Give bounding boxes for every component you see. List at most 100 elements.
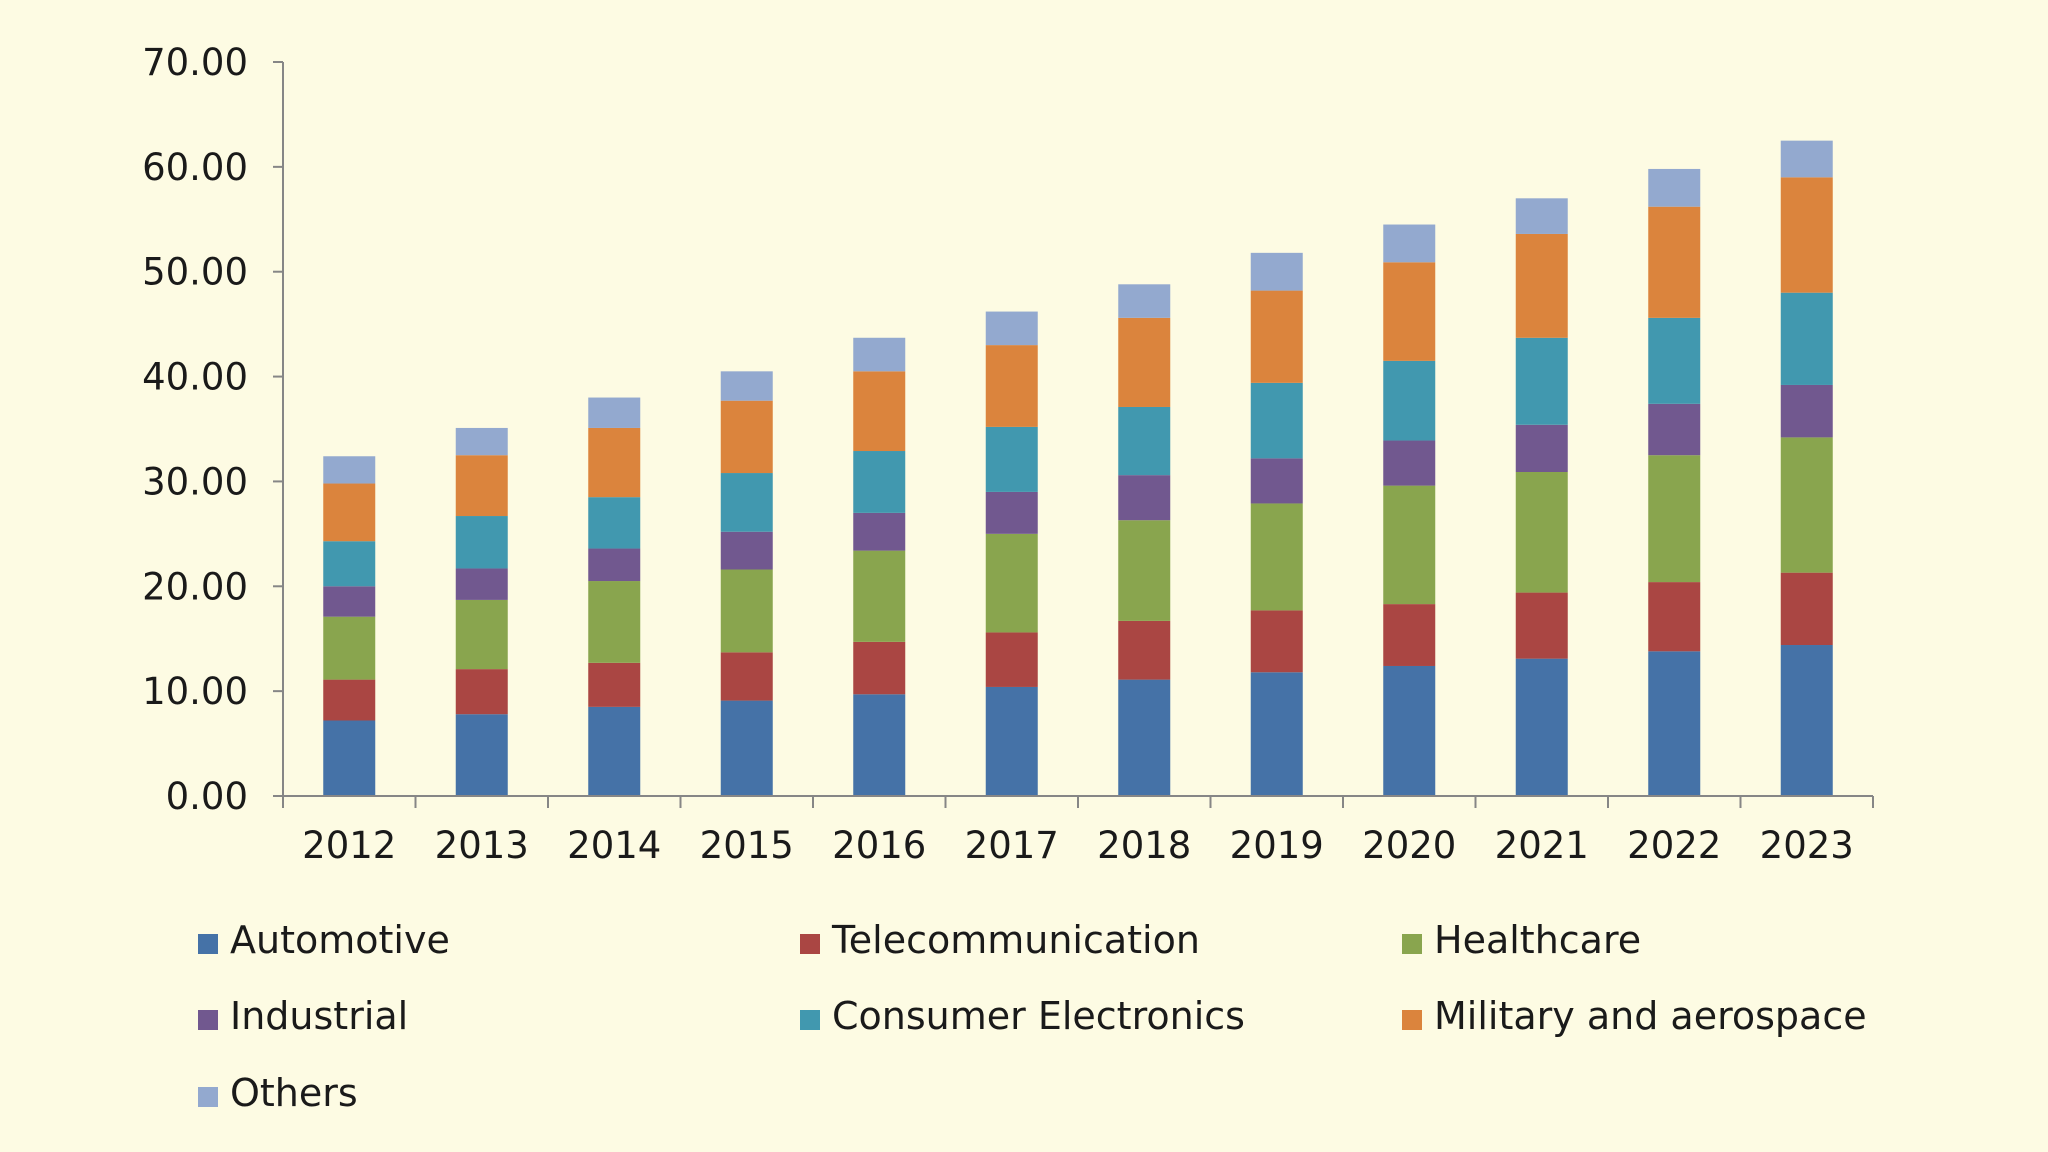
bar-2013-telecommunication [455, 669, 508, 715]
legend-swatch-industrial [198, 1010, 218, 1030]
x-tick-label: 2017 [965, 824, 1059, 867]
legend-label-telecommunication: Telecommunication [831, 918, 1200, 962]
bar-2012-military-and-aerospace [323, 483, 376, 542]
bar-2015-industrial [720, 531, 773, 570]
bar-2022-automotive [1648, 651, 1701, 796]
x-tick-label: 2013 [435, 824, 529, 867]
bar-2017-industrial [985, 491, 1038, 534]
y-tick-label: 40.00 [142, 356, 248, 399]
legend-swatch-others [198, 1087, 218, 1107]
legend-label-military-and-aerospace: Military and aerospace [1434, 994, 1867, 1038]
bar-2016-automotive [853, 694, 906, 796]
x-tick-label: 2021 [1495, 824, 1589, 867]
bar-2012-telecommunication [323, 679, 376, 721]
bar-2015-telecommunication [720, 652, 773, 701]
bar-2020-military-and-aerospace [1383, 262, 1436, 361]
legend-swatch-consumer-electronics [800, 1010, 820, 1030]
bar-2020-consumer-electronics [1383, 360, 1436, 441]
bar-2018-consumer-electronics [1118, 406, 1171, 476]
bar-2012-automotive [323, 720, 376, 796]
bar-2021-healthcare [1515, 471, 1568, 593]
bar-2023-telecommunication [1780, 572, 1833, 645]
bar-2016-healthcare [853, 550, 906, 642]
bar-2020-automotive [1383, 665, 1436, 796]
x-tick-label: 2022 [1627, 824, 1721, 867]
bar-2021-military-and-aerospace [1515, 233, 1568, 338]
bar-2017-telecommunication [985, 632, 1038, 687]
bar-2012-consumer-electronics [323, 541, 376, 587]
bar-2020-others [1383, 224, 1436, 263]
bar-2019-others [1250, 252, 1303, 291]
x-tick-label: 2020 [1362, 824, 1456, 867]
bar-2021-automotive [1515, 658, 1568, 796]
bar-2014-consumer-electronics [588, 497, 641, 549]
bar-2017-healthcare [985, 533, 1038, 633]
bar-2020-industrial [1383, 440, 1436, 486]
bar-2023-military-and-aerospace [1780, 177, 1833, 293]
bar-2015-others [720, 371, 773, 401]
bar-2015-consumer-electronics [720, 473, 773, 532]
bar-2019-military-and-aerospace [1250, 290, 1303, 383]
bar-2019-automotive [1250, 672, 1303, 796]
bar-2017-military-and-aerospace [985, 345, 1038, 427]
bar-2018-military-and-aerospace [1118, 317, 1171, 407]
y-tick-label: 20.00 [142, 565, 248, 608]
bar-2018-automotive [1118, 679, 1171, 796]
bar-2016-military-and-aerospace [853, 371, 906, 452]
bar-2013-consumer-electronics [455, 516, 508, 569]
bar-2015-healthcare [720, 569, 773, 653]
x-tick-label: 2019 [1230, 824, 1324, 867]
x-tick-label: 2018 [1097, 824, 1191, 867]
bar-2022-industrial [1648, 403, 1701, 456]
bar-2023-others [1780, 140, 1833, 178]
bar-2017-others [985, 311, 1038, 346]
bar-2022-telecommunication [1648, 582, 1701, 652]
bar-2020-healthcare [1383, 485, 1436, 605]
bar-2012-others [323, 456, 376, 484]
legend-label-consumer-electronics: Consumer Electronics [832, 994, 1245, 1038]
x-tick-label: 2016 [832, 824, 926, 867]
y-tick-label: 50.00 [142, 251, 248, 294]
bar-2016-consumer-electronics [853, 451, 906, 513]
bar-2019-industrial [1250, 458, 1303, 504]
bar-2020-telecommunication [1383, 604, 1436, 666]
bar-2018-others [1118, 284, 1171, 318]
bar-2023-industrial [1780, 384, 1833, 438]
bar-2021-telecommunication [1515, 592, 1568, 659]
bar-2013-healthcare [455, 599, 508, 670]
bar-2014-telecommunication [588, 662, 641, 707]
legend-swatch-healthcare [1402, 934, 1422, 954]
bar-2014-others [588, 397, 641, 428]
y-tick-label: 30.00 [142, 460, 248, 503]
bar-2016-industrial [853, 512, 906, 551]
bar-2021-consumer-electronics [1515, 337, 1568, 425]
bar-2014-industrial [588, 548, 641, 582]
bar-2013-automotive [455, 714, 508, 796]
bar-2013-military-and-aerospace [455, 455, 508, 517]
bar-2013-industrial [455, 568, 508, 600]
bar-2018-industrial [1118, 475, 1171, 521]
legend-label-industrial: Industrial [230, 994, 408, 1038]
bar-2015-automotive [720, 700, 773, 796]
bar-2023-automotive [1780, 645, 1833, 796]
x-tick-label: 2014 [567, 824, 661, 867]
legend-swatch-military-and-aerospace [1402, 1010, 1422, 1030]
y-tick-label: 60.00 [142, 146, 248, 189]
legend-label-others: Others [230, 1071, 358, 1115]
bar-2022-healthcare [1648, 455, 1701, 583]
bar-2017-consumer-electronics [985, 426, 1038, 492]
bar-2014-military-and-aerospace [588, 427, 641, 498]
x-tick-label: 2023 [1760, 824, 1854, 867]
legend-swatch-automotive [198, 934, 218, 954]
bar-2023-consumer-electronics [1780, 292, 1833, 385]
bar-2012-industrial [323, 586, 376, 617]
bar-2023-healthcare [1780, 437, 1833, 573]
bar-2016-telecommunication [853, 641, 906, 695]
x-tick-label: 2012 [302, 824, 396, 867]
x-tick-label: 2015 [700, 824, 794, 867]
bar-2012-healthcare [323, 616, 376, 680]
bar-2022-military-and-aerospace [1648, 206, 1701, 318]
bar-2019-telecommunication [1250, 610, 1303, 673]
bar-2022-consumer-electronics [1648, 317, 1701, 404]
